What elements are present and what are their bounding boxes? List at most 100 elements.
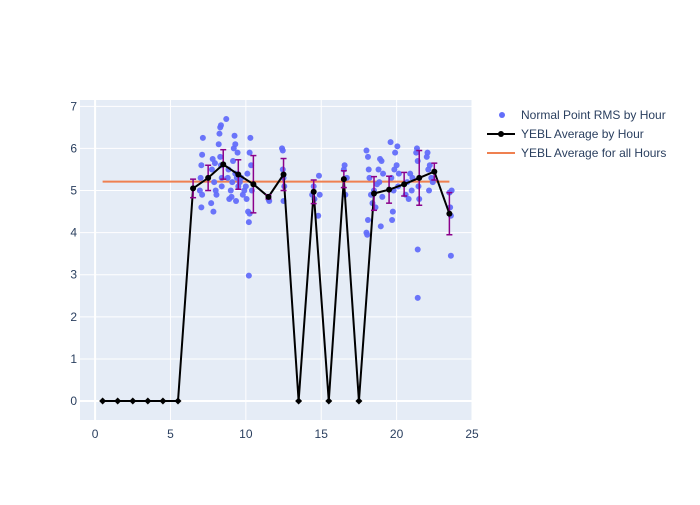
rms-point <box>218 183 225 190</box>
rms-point <box>424 149 431 156</box>
hourly-average-marker <box>114 397 122 405</box>
rms-point <box>389 208 396 215</box>
rms-point <box>447 252 454 259</box>
legend-label-average: YEBL Average by Hour <box>521 127 644 141</box>
rms-point <box>245 272 252 279</box>
rms-point <box>216 130 223 137</box>
rms-point <box>246 210 253 217</box>
rms-point <box>394 143 401 150</box>
hourly-average-marker <box>310 188 317 195</box>
rms-point <box>229 179 236 186</box>
tick-labels: 0 5 10 15 20 25 0 1 2 3 4 5 6 7 <box>70 99 479 441</box>
y-tick-label-5: 5 <box>70 184 77 198</box>
rms-point <box>233 198 240 205</box>
legend-label-overall: YEBL Average for all Hours <box>521 146 666 160</box>
y-tick-label-3: 3 <box>70 268 77 282</box>
rms-point <box>363 147 370 154</box>
hourly-average-marker <box>144 397 152 405</box>
rms-point <box>197 174 204 181</box>
y-tick-label-6: 6 <box>70 141 77 155</box>
rms-point <box>408 187 415 194</box>
rms-point <box>246 149 253 156</box>
legend[interactable]: Normal Point RMS by Hour YEBL Average by… <box>487 108 666 160</box>
hourly-average-marker <box>235 171 242 178</box>
rms-point <box>231 132 238 139</box>
hourly-average-marker <box>325 397 333 405</box>
y-tick-label-7: 7 <box>70 99 77 113</box>
hourly-average-marker <box>205 174 212 181</box>
rms-point <box>213 191 220 198</box>
rms-point <box>415 183 422 190</box>
x-tick-label-15: 15 <box>315 427 329 441</box>
rms-point <box>199 134 206 141</box>
rms-point <box>208 200 215 207</box>
rms-point <box>341 162 348 169</box>
x-tick-label-25: 25 <box>465 427 479 441</box>
rms-point <box>227 187 234 194</box>
rms-point <box>228 193 235 200</box>
rms-point <box>230 158 237 165</box>
rms-point <box>426 162 433 169</box>
hourly-average-series <box>99 148 453 405</box>
hourly-average-marker <box>129 397 137 405</box>
rms-point <box>378 158 385 165</box>
rms-point <box>244 170 251 177</box>
rms-point <box>376 179 383 186</box>
hourly-average-marker <box>371 190 377 197</box>
rms-point <box>365 166 372 173</box>
rms-point <box>217 153 224 160</box>
y-tick-label-1: 1 <box>70 352 77 366</box>
hourly-average-marker <box>431 168 438 175</box>
hourly-average-marker <box>446 210 453 217</box>
hourly-average-marker <box>159 397 167 405</box>
rms-point <box>392 149 399 156</box>
x-tick-label-10: 10 <box>239 427 253 441</box>
rms-point <box>377 223 384 230</box>
rms-point <box>247 134 254 141</box>
rms-point <box>199 151 206 158</box>
rms-point <box>395 170 402 177</box>
gridlines <box>80 100 473 420</box>
legend-label-points: Normal Point RMS by Hour <box>521 108 666 122</box>
rms-point <box>364 153 371 160</box>
rms-point <box>210 208 217 215</box>
hourly-average-marker <box>265 193 272 200</box>
rms-point <box>379 193 386 200</box>
rms-point <box>215 141 222 148</box>
hourly-average-marker <box>280 171 287 178</box>
hourly-average-marker <box>386 186 393 193</box>
hourly-average-marker <box>416 174 423 181</box>
hourly-average-marker <box>355 397 363 405</box>
rms-point <box>366 174 373 181</box>
hourly-average-marker <box>174 397 182 405</box>
rms-point <box>217 122 224 129</box>
rms-point <box>279 166 286 173</box>
x-tick-label-20: 20 <box>390 427 404 441</box>
rms-point <box>245 219 252 226</box>
rms-point <box>364 217 371 223</box>
hourly-average-marker <box>401 181 408 188</box>
rms-point <box>242 183 249 190</box>
rms-point <box>198 204 205 211</box>
rms-point <box>232 141 239 148</box>
rms-point <box>224 174 231 181</box>
legend-marker-average <box>498 131 504 137</box>
legend-marker-points <box>499 112 505 118</box>
rms-points-series <box>196 115 455 301</box>
rms-point <box>426 187 433 194</box>
hourly-average-marker <box>190 185 197 192</box>
hourly-average-marker <box>99 397 107 405</box>
rms-point <box>199 191 206 198</box>
hourly-average-marker <box>250 181 257 188</box>
rms-point <box>243 195 250 202</box>
y-tick-label-0: 0 <box>70 394 77 408</box>
plot-background <box>80 100 472 420</box>
rms-point <box>414 246 421 253</box>
rms-point <box>248 162 255 169</box>
rms-point <box>279 147 286 154</box>
hourly-average-marker <box>295 397 303 405</box>
rms-point <box>211 179 218 186</box>
rms-point <box>316 191 323 198</box>
rms-point <box>315 212 322 219</box>
